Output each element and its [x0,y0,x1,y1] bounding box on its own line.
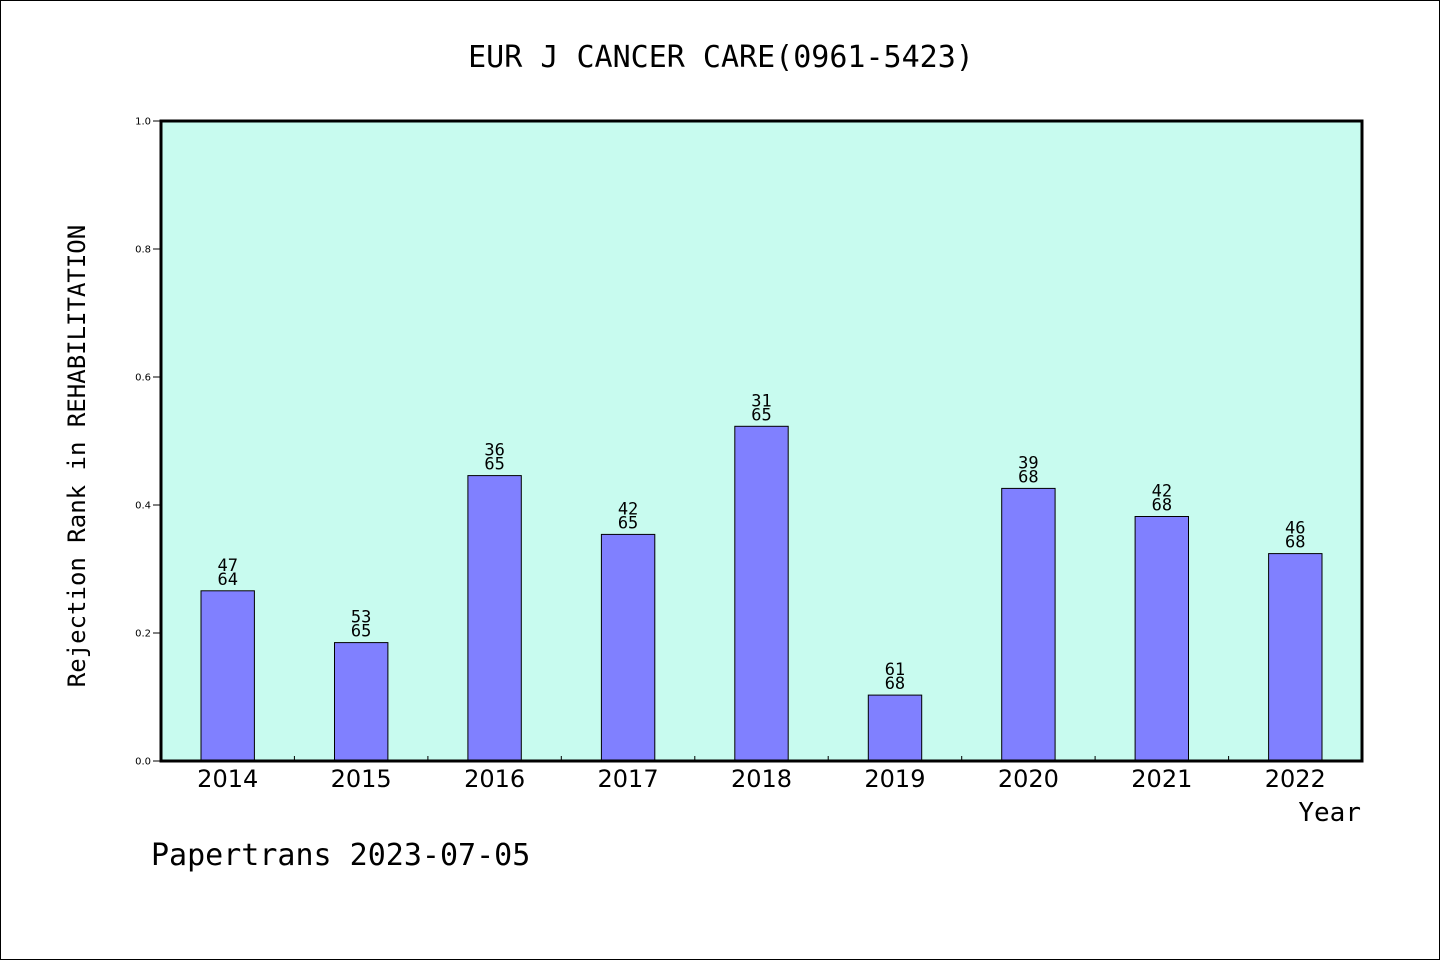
bar-label-top-2014: 47 [217,556,237,576]
bar-label-top-2021: 42 [1152,482,1172,502]
bar-label-bottom-2016: 65 [484,455,504,475]
x-axis-label: Year [1298,798,1361,828]
x-tick-label-2018: 2018 [731,765,792,793]
chart-title: EUR J CANCER CARE(0961-5423) [468,40,974,75]
y-tick-label: 0.2 [135,629,151,640]
bar-2017 [600,533,656,762]
x-tick-label-2014: 2014 [197,765,258,793]
bar-label-bottom-2017: 65 [618,513,638,533]
y-tick-label: 0.0 [135,757,151,768]
x-tick-label-2019: 2019 [864,765,925,793]
y-tick-label: 0.8 [135,245,151,256]
bar-label-bottom-2022: 68 [1285,533,1305,553]
bar-2015 [334,642,389,762]
bar-2020 [1001,487,1056,762]
bar-2019 [867,694,923,762]
y-tick-label: 0.6 [135,373,151,384]
bar-label-bottom-2014: 64 [217,570,237,590]
x-tick-label-2017: 2017 [598,765,659,793]
bar-2016 [467,475,522,762]
bar-label-top-2015: 53 [351,608,371,628]
x-tick-label-2021: 2021 [1131,765,1192,793]
plot-border [159,119,1364,763]
bar-2021 [1134,516,1189,762]
bar-2022 [1268,553,1323,762]
bar-label-top-2022: 46 [1285,519,1305,539]
bar-label-bottom-2015: 65 [351,622,371,642]
y-tick-label: 1.0 [135,117,151,128]
y-ticks-group: 0.0 0.2 0.4 0.6 0.8 1.0 [135,117,161,768]
x-tick-label-2015: 2015 [331,765,392,793]
y-tick-label: 0.4 [135,501,151,512]
bar-label-top-2018: 31 [751,391,771,411]
x-ticks-group: 2014 2015 2016 2017 2018 2019 2020 2021 2022 [197,756,1326,793]
footer-text: Papertrans 2023-07-05 [151,838,530,873]
x-tick-label-2022: 2022 [1265,765,1326,793]
bar-label-top-2017: 42 [618,499,638,519]
bar-label-bottom-2020: 68 [1018,467,1038,487]
x-tick-label-2020: 2020 [998,765,1059,793]
bar-label-top-2019: 61 [885,660,905,680]
bar-label-top-2016: 36 [484,441,504,461]
x-tick-label-2016: 2016 [464,765,525,793]
y-axis-label: Rejection Rank in REHABILITATION [63,225,91,687]
bar-label-top-2020: 39 [1018,453,1038,473]
bar-2018 [734,425,789,762]
bar-label-bottom-2021: 68 [1152,496,1172,516]
bar-label-bottom-2019: 68 [885,674,905,694]
bar-2014 [200,590,255,762]
bar-label-bottom-2018: 65 [751,405,771,425]
